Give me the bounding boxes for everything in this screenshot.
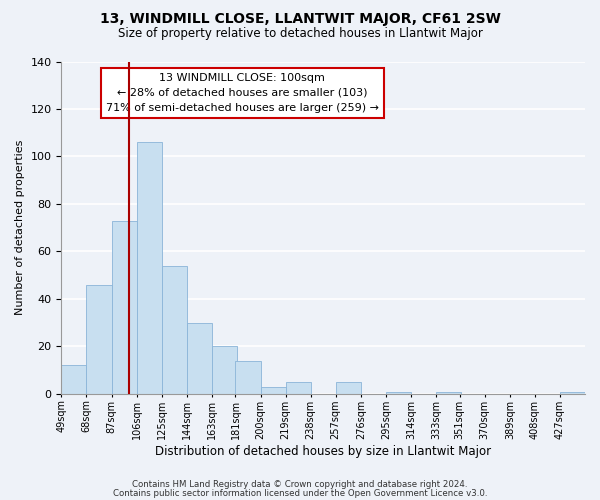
Text: Size of property relative to detached houses in Llantwit Major: Size of property relative to detached ho… — [118, 28, 482, 40]
Bar — [560, 392, 585, 394]
Bar — [386, 392, 411, 394]
Bar — [235, 360, 260, 394]
X-axis label: Distribution of detached houses by size in Llantwit Major: Distribution of detached houses by size … — [155, 444, 491, 458]
Bar — [212, 346, 237, 394]
Text: 13, WINDMILL CLOSE, LLANTWIT MAJOR, CF61 2SW: 13, WINDMILL CLOSE, LLANTWIT MAJOR, CF61… — [100, 12, 500, 26]
Bar — [187, 322, 212, 394]
Y-axis label: Number of detached properties: Number of detached properties — [15, 140, 25, 316]
Text: 13 WINDMILL CLOSE: 100sqm
← 28% of detached houses are smaller (103)
71% of semi: 13 WINDMILL CLOSE: 100sqm ← 28% of detac… — [106, 73, 379, 112]
Bar — [436, 392, 461, 394]
Bar — [61, 366, 86, 394]
Text: Contains HM Land Registry data © Crown copyright and database right 2024.: Contains HM Land Registry data © Crown c… — [132, 480, 468, 489]
Bar — [161, 266, 187, 394]
Bar — [112, 220, 137, 394]
Text: Contains public sector information licensed under the Open Government Licence v3: Contains public sector information licen… — [113, 488, 487, 498]
Bar — [137, 142, 161, 394]
Bar — [286, 382, 311, 394]
Bar — [336, 382, 361, 394]
Bar — [86, 284, 112, 394]
Bar — [260, 387, 286, 394]
